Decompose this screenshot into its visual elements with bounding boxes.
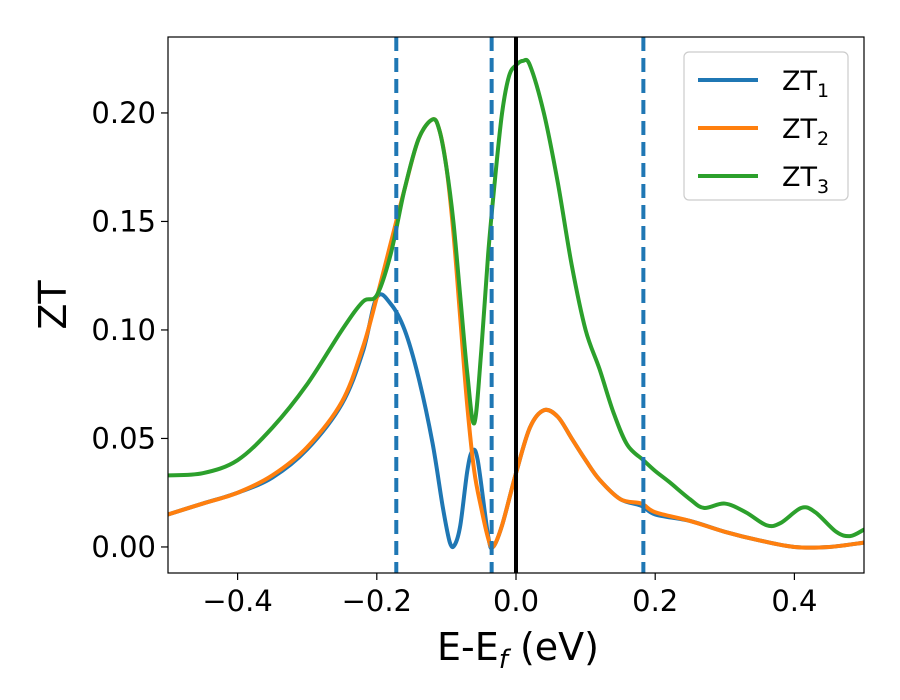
legend-label-sub: 3 xyxy=(817,176,829,198)
plot-area xyxy=(168,37,864,573)
y-tick-label: 0.15 xyxy=(91,204,156,238)
x-axis-title-main: E-E xyxy=(437,625,499,669)
x-axis-title: E-Ef (eV) xyxy=(437,625,599,675)
legend-label-zt1: ZT1 xyxy=(782,66,829,102)
legend-label-sub: 2 xyxy=(817,128,829,150)
x-axis-title-unit: (eV) xyxy=(508,625,599,669)
plot-clip-group xyxy=(168,37,864,573)
y-tick-label: 0.20 xyxy=(91,96,156,130)
axes: −0.4 −0.2 0.0 0.2 0.4 0.00 0.05 0.10 0.15 0.20 xyxy=(91,36,865,618)
legend-box xyxy=(683,51,849,201)
x-tick-label: −0.4 xyxy=(202,584,272,618)
legend-label-sub: 1 xyxy=(817,80,829,102)
legend-label-main: ZT xyxy=(782,114,817,145)
x-tick-label: 0.0 xyxy=(493,584,539,618)
x-tick-label: 0.4 xyxy=(771,584,817,618)
legend-label-zt3: ZT3 xyxy=(782,162,829,198)
series-line-zt2 xyxy=(168,117,864,550)
x-tick-label: −0.2 xyxy=(342,584,412,618)
y-axis-title: ZT xyxy=(31,280,75,330)
x-tick-label: 0.2 xyxy=(632,584,678,618)
y-tick-label: 0.00 xyxy=(91,530,156,564)
y-tick-label: 0.05 xyxy=(91,421,156,455)
legend-label-main: ZT xyxy=(782,66,817,97)
legend-label-zt2: ZT2 xyxy=(782,114,829,150)
y-tick-label: 0.10 xyxy=(91,313,156,347)
legend-label-main: ZT xyxy=(782,162,817,193)
